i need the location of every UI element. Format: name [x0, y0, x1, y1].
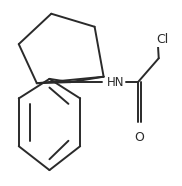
- Text: Cl: Cl: [156, 33, 169, 46]
- Text: HN: HN: [107, 76, 124, 89]
- Text: O: O: [135, 131, 145, 144]
